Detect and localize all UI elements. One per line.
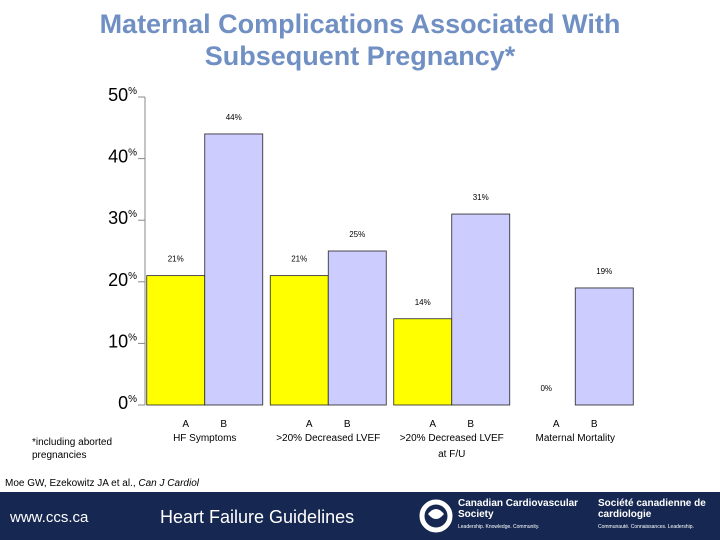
motto-en: Leadership. Knowledge. Community.	[458, 524, 540, 530]
x-tick-label: >20% Decreased LVEF at F/U	[399, 433, 504, 460]
data-label: 31%	[473, 193, 489, 202]
chart-title: Maternal Complications Associated With S…	[99, 9, 621, 71]
data-label: 21%	[168, 255, 184, 264]
x-tick-label: >20% Decreased LVEF	[276, 433, 381, 444]
series-label: A	[306, 419, 313, 430]
y-tick-label: 40%	[108, 147, 137, 167]
x-tick-label: HF Symptoms	[173, 433, 237, 444]
data-label: 25%	[349, 230, 365, 239]
y-tick-label: 10%	[108, 331, 137, 351]
series-label: B	[344, 419, 351, 430]
series-label: B	[220, 419, 227, 430]
y-tick-label: 30%	[108, 208, 137, 228]
logo-icon	[419, 499, 453, 533]
y-tick-label: 50%	[108, 85, 137, 105]
footer: www.ccs.ca Heart Failure Guidelines Cana…	[0, 492, 720, 540]
data-label: 14%	[415, 298, 431, 307]
footnote: *including aborted pregnancies	[32, 437, 113, 461]
bar	[393, 318, 453, 406]
bar	[204, 133, 264, 406]
bar	[451, 213, 511, 406]
org-fr: Société canadienne de cardiologie	[598, 498, 706, 520]
series-label: A	[553, 419, 560, 430]
org-en: Canadian Cardiovascular Society	[458, 498, 579, 520]
y-tick-label: 20%	[108, 270, 137, 290]
data-label: 44%	[226, 113, 242, 122]
x-tick-label: Maternal Mortality	[535, 433, 615, 444]
motto-fr: Communauté. Connaissances. Leadership.	[598, 524, 694, 530]
citation-journal: Can J Cardiol	[138, 478, 199, 489]
y-tick-label: 0%	[118, 393, 137, 413]
series-label: A	[182, 419, 189, 430]
bar	[269, 275, 329, 406]
footer-title: Heart Failure Guidelines	[160, 507, 355, 527]
series-label: B	[591, 419, 598, 430]
data-label: 21%	[291, 255, 307, 264]
chart: 0% 10% 20% 30% 40% 50% 21% A 44% B 21% A 25% B 14% A 31%…	[108, 85, 634, 430]
bar	[574, 287, 634, 406]
data-label: 19%	[596, 267, 612, 276]
data-label: 0%	[540, 384, 552, 393]
citation: Moe GW, Ezekowitz JA et al., Can J Cardi…	[5, 478, 199, 489]
footer-url: www.ccs.ca	[10, 509, 89, 526]
series-label: B	[467, 419, 474, 430]
series-label: A	[429, 419, 436, 430]
citation-authors: Moe GW, Ezekowitz JA et al.,	[5, 478, 136, 489]
bar	[327, 250, 387, 406]
bar	[146, 275, 206, 406]
